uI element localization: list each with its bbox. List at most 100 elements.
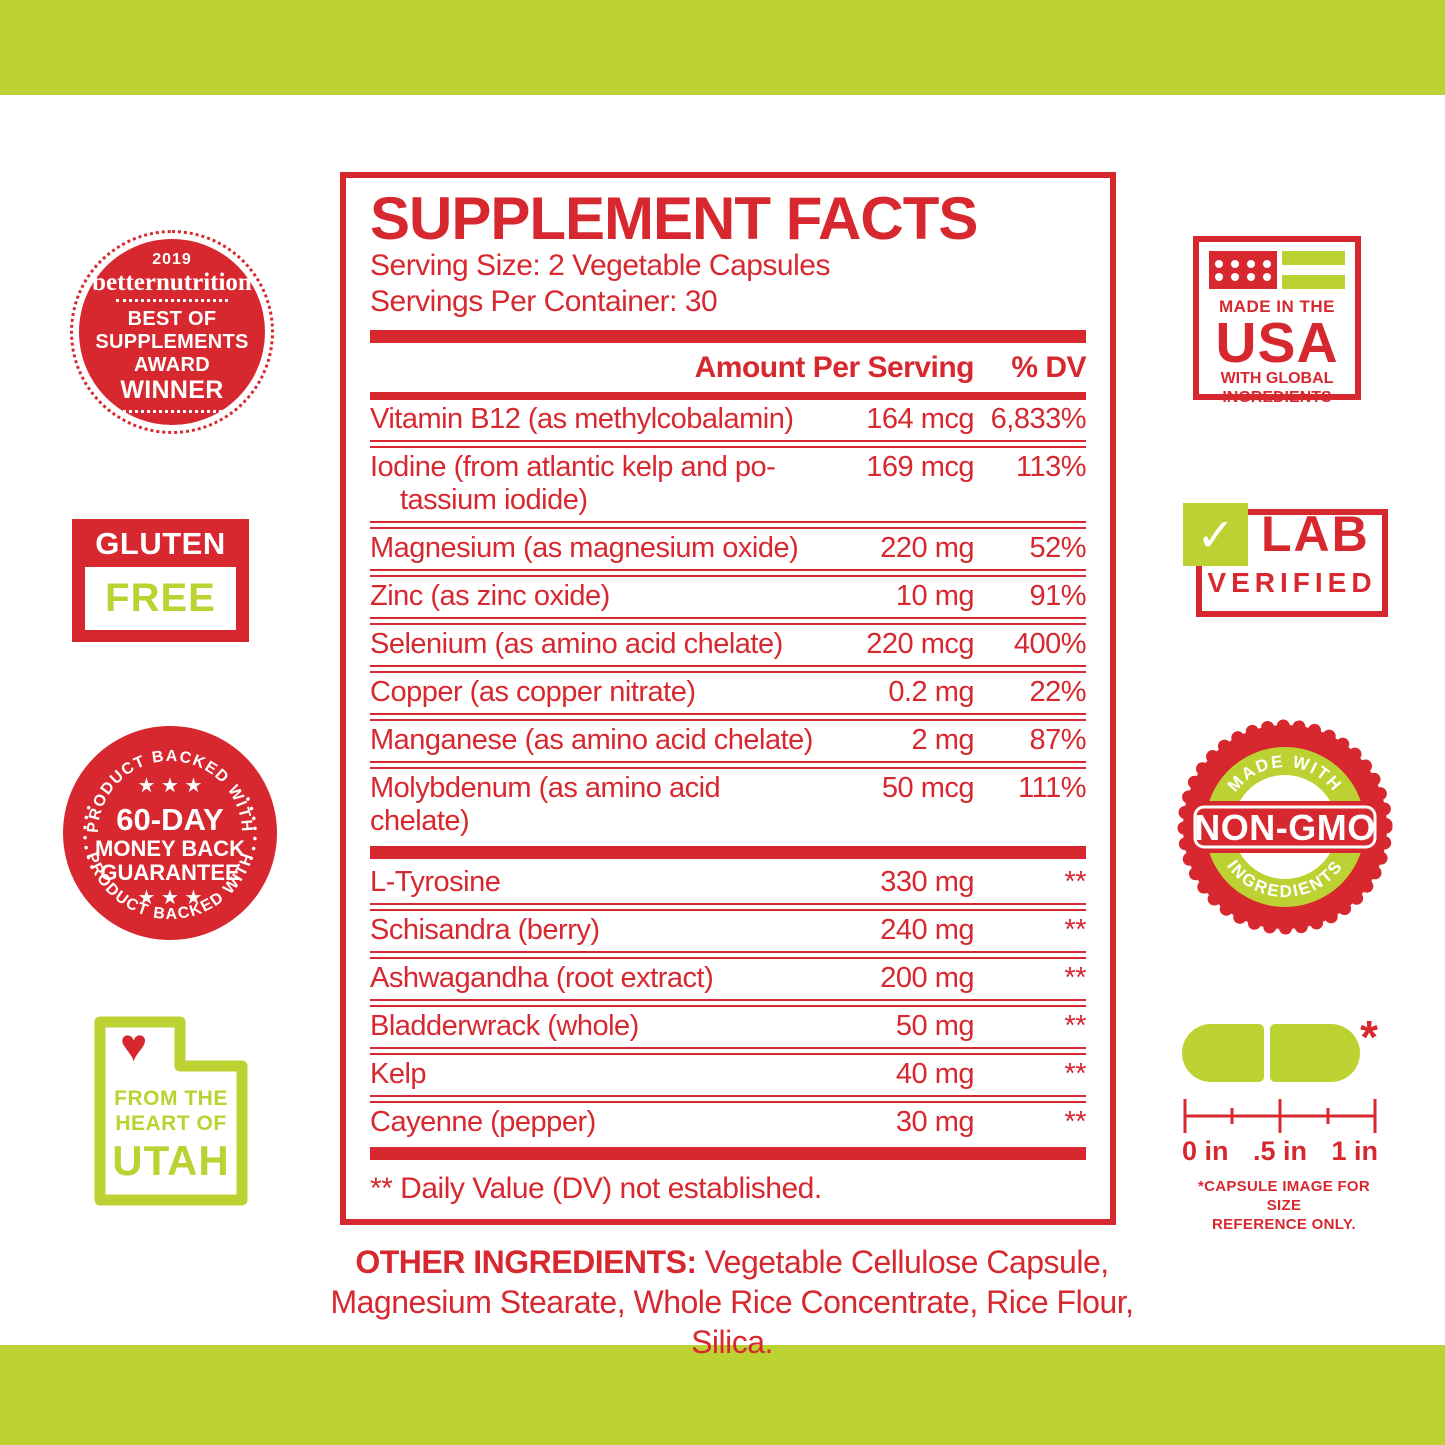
award-line: WINNER bbox=[120, 376, 224, 404]
row-name: Manganese (as amino acid chelate) bbox=[370, 724, 813, 756]
row-separator bbox=[370, 1047, 1086, 1055]
row-name: Selenium (as amino acid chelate) bbox=[370, 628, 783, 660]
row-name: Kelp bbox=[370, 1058, 427, 1090]
table-header: Amount Per Serving % DV bbox=[370, 351, 1087, 385]
utah-badge: ♥ FROM THE HEART OF UTAH bbox=[92, 1014, 250, 1208]
servings-per-container: Servings Per Container: 30 bbox=[370, 285, 718, 318]
row-dv: ** bbox=[1064, 1106, 1086, 1138]
divider-bar bbox=[370, 330, 1086, 343]
usa-line: WITH GLOBAL bbox=[1220, 370, 1334, 387]
lab-line: LAB bbox=[1261, 506, 1370, 562]
table-row: Vitamin B12 (as methylcobalamin) 164 mcg… bbox=[370, 400, 1087, 440]
award-year: 2019 bbox=[152, 251, 192, 268]
money-back-guarantee-badge: PRODUCT BACKED WITH PRODUCT BACKED WITH … bbox=[63, 726, 277, 940]
divider-bar bbox=[370, 846, 1086, 859]
row-dv: 113% bbox=[1015, 451, 1087, 483]
divider-bar bbox=[370, 1147, 1086, 1160]
row-dv: 6,833% bbox=[990, 403, 1087, 435]
award-line: SUPPLEMENTS bbox=[95, 331, 249, 353]
stars-icon: ★ ★ ★ bbox=[138, 775, 203, 797]
table-row: Ashwagandha (root extract) 200 mg ** bbox=[370, 959, 1087, 999]
column-header-amount: Amount Per Serving bbox=[694, 351, 975, 384]
table-row: Schisandra (berry) 240 mg ** bbox=[370, 911, 1087, 951]
dv-footnote: ** Daily Value (DV) not established. bbox=[370, 1172, 822, 1205]
table-row: Iodine (from atlantic kelp and po-tassiu… bbox=[370, 448, 1087, 521]
utah-text: FROM THE HEART OF UTAH bbox=[92, 1086, 250, 1183]
ruler-label: 1 in bbox=[1331, 1136, 1378, 1166]
row-amount: 240 mg bbox=[880, 914, 974, 946]
award-badge-disc: 2019 betternutrition BEST OF SUPPLEMENTS… bbox=[79, 239, 265, 425]
row-separator bbox=[370, 521, 1086, 529]
award-line: AWARD bbox=[134, 354, 210, 376]
bottom-green-bar bbox=[0, 1345, 1445, 1445]
top-green-bar bbox=[0, 0, 1445, 95]
row-name: Molybdenum (as amino acid chelate) bbox=[370, 772, 721, 837]
ruler-label: 0 in bbox=[1182, 1136, 1229, 1166]
other-ingredients: OTHER INGREDIENTS: Vegetable Cellulose Ca… bbox=[318, 1242, 1146, 1362]
table-row: Kelp 40 mg ** bbox=[370, 1055, 1087, 1095]
row-name: Ashwagandha (root extract) bbox=[370, 962, 714, 994]
guarantee-line: GUARANTEE bbox=[100, 860, 239, 885]
lab-line: VERIFIED bbox=[1207, 567, 1377, 598]
utah-line: HEART OF bbox=[115, 1112, 227, 1135]
table-row: Molybdenum (as amino acid chelate) 50 mc… bbox=[370, 769, 1087, 842]
nongmo-label: NON-GMO bbox=[1194, 807, 1375, 848]
usa-line: INGREDIENTS bbox=[1222, 389, 1332, 406]
row-separator bbox=[370, 761, 1086, 769]
capsule-left-half bbox=[1182, 1024, 1264, 1082]
row-amount: 10 mg bbox=[895, 580, 975, 612]
row-separator bbox=[370, 951, 1086, 959]
row-name: Iodine (from atlantic kelp and po-tassiu… bbox=[370, 451, 824, 517]
table-row: Cayenne (pepper) 30 mg ** bbox=[370, 1103, 1087, 1143]
guarantee-line: MONEY BACK bbox=[95, 836, 245, 861]
row-amount: 50 mcg bbox=[881, 772, 975, 804]
asterisk-icon: * bbox=[1360, 1011, 1378, 1063]
row-dv: ** bbox=[1064, 914, 1086, 946]
row-amount: 2 mg bbox=[911, 724, 975, 756]
row-name: Copper (as copper nitrate) bbox=[370, 676, 696, 708]
supplement-facts-panel: SUPPLEMENT FACTS Serving Size: 2 Vegetab… bbox=[340, 172, 1116, 1225]
row-amount: 220 mcg bbox=[866, 628, 974, 660]
row-amount: 50 mg bbox=[895, 1010, 975, 1042]
row-dv: 111% bbox=[1018, 772, 1086, 804]
gluten-label: GLUTEN bbox=[95, 526, 226, 561]
capsule-note-line: REFERENCE ONLY. bbox=[1212, 1216, 1356, 1233]
row-dv: 87% bbox=[1029, 724, 1086, 756]
row-dv: ** bbox=[1064, 866, 1086, 898]
ruler-icon bbox=[1183, 1099, 1377, 1133]
made-in-usa-badge: MADE IN THE USA WITH GLOBAL INGREDIENTS bbox=[1193, 236, 1361, 406]
row-name-line2: tassium iodide) bbox=[400, 484, 588, 516]
row-name: Magnesium (as magnesium oxide) bbox=[370, 532, 799, 564]
row-name: Vitamin B12 (as methylcobalamin) bbox=[370, 403, 794, 435]
row-name: Bladderwrack (whole) bbox=[370, 1010, 639, 1042]
row-separator bbox=[370, 1095, 1086, 1103]
row-dv: 91% bbox=[1029, 580, 1086, 612]
checkmark-box: ✓ bbox=[1183, 503, 1248, 566]
row-amount: 169 mcg bbox=[866, 451, 974, 483]
flag-stripes bbox=[1282, 251, 1345, 289]
non-gmo-seal-icon: MADE WITH INGREDIENTS NON-GMO bbox=[1177, 719, 1393, 935]
gluten-free-box: FREE bbox=[85, 567, 236, 630]
row-separator bbox=[370, 569, 1086, 577]
divider-bar bbox=[370, 392, 1086, 400]
column-header-dv: % DV bbox=[1011, 351, 1086, 384]
row-amount: 30 mg bbox=[895, 1106, 975, 1138]
usa-line: MADE IN THE bbox=[1219, 297, 1335, 316]
utah-line: FROM THE bbox=[114, 1087, 228, 1110]
row-name: Zinc (as zinc oxide) bbox=[370, 580, 610, 612]
row-name: Cayenne (pepper) bbox=[370, 1106, 596, 1138]
table-row: Magnesium (as magnesium oxide) 220 mg 52… bbox=[370, 529, 1087, 569]
other-ingredients-text: Vegetable Cellulose Capsule, Magnesium S… bbox=[330, 1244, 1134, 1360]
row-separator bbox=[370, 617, 1086, 625]
table-row: Bladderwrack (whole) 50 mg ** bbox=[370, 1007, 1087, 1047]
row-separator bbox=[370, 440, 1086, 448]
table-row: Copper (as copper nitrate) 0.2 mg 22% bbox=[370, 673, 1087, 713]
row-name: L-Tyrosine bbox=[370, 866, 501, 898]
utah-line: UTAH bbox=[112, 1137, 230, 1184]
ruler-label: .5 in bbox=[1252, 1136, 1307, 1166]
capsule-note: *CAPSULE IMAGE FOR SIZE REFERENCE ONLY. bbox=[1182, 1177, 1386, 1234]
other-ingredients-label: OTHER INGREDIENTS: bbox=[355, 1244, 697, 1280]
row-dv: ** bbox=[1064, 1010, 1086, 1042]
us-flag-icon bbox=[1209, 251, 1345, 289]
capsule-icon: * bbox=[1182, 1011, 1378, 1082]
